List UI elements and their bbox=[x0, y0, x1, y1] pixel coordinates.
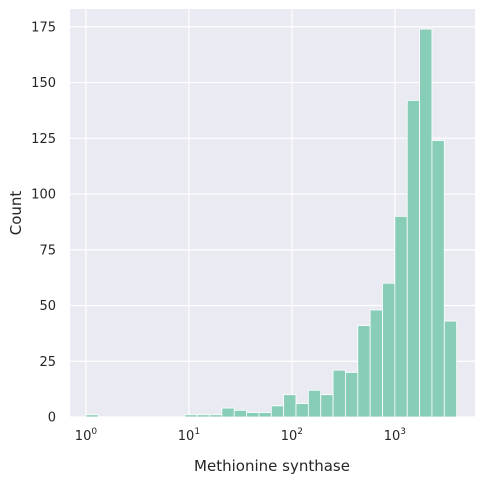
histogram-bar bbox=[221, 407, 235, 418]
histogram-bar bbox=[369, 309, 383, 418]
histogram-bar bbox=[246, 412, 260, 418]
histogram-bar bbox=[307, 389, 322, 418]
y-tick-label: 0 bbox=[48, 411, 56, 426]
x-tick-label: 102 bbox=[281, 427, 303, 444]
y-tick-label: 75 bbox=[39, 243, 56, 258]
histogram-bar bbox=[184, 414, 198, 418]
y-tick-label: 125 bbox=[31, 132, 56, 147]
y-tick-label: 100 bbox=[31, 188, 56, 203]
histogram-bar bbox=[270, 405, 285, 418]
y-tick-label: 25 bbox=[39, 355, 56, 370]
histogram-bar bbox=[419, 28, 433, 418]
histogram-bar bbox=[209, 414, 223, 418]
histogram-bar bbox=[406, 100, 420, 418]
x-tick-label: 100 bbox=[75, 427, 98, 444]
histogram-bar bbox=[345, 372, 359, 418]
y-tick-label: 50 bbox=[39, 299, 56, 314]
histogram-bar bbox=[233, 409, 247, 418]
histogram-bar bbox=[394, 215, 408, 418]
x-tick-labels: 100 101 102 103 bbox=[75, 427, 406, 444]
y-axis-label: Count bbox=[7, 191, 25, 236]
x-axis-label: Methionine synthase bbox=[194, 457, 350, 475]
histogram-bar bbox=[443, 320, 458, 418]
histogram-bar bbox=[382, 282, 396, 418]
histogram-bar bbox=[295, 403, 309, 418]
y-tick-labels: 0 25 50 75 100 125 150 175 bbox=[31, 20, 56, 425]
y-tick-label: 175 bbox=[31, 20, 56, 35]
x-tick-label: 101 bbox=[178, 427, 200, 444]
histogram-bar bbox=[332, 369, 346, 418]
histogram-bars bbox=[85, 28, 458, 418]
x-tick-label: 103 bbox=[384, 427, 406, 444]
histogram-bar bbox=[357, 325, 371, 418]
histogram-bar bbox=[320, 394, 334, 418]
y-tick-label: 150 bbox=[31, 76, 56, 91]
histogram-bar bbox=[196, 414, 210, 418]
histogram-bar bbox=[85, 414, 99, 418]
histogram-bar bbox=[258, 412, 272, 418]
histogram-bar bbox=[283, 394, 297, 418]
histogram-bar bbox=[431, 140, 445, 418]
